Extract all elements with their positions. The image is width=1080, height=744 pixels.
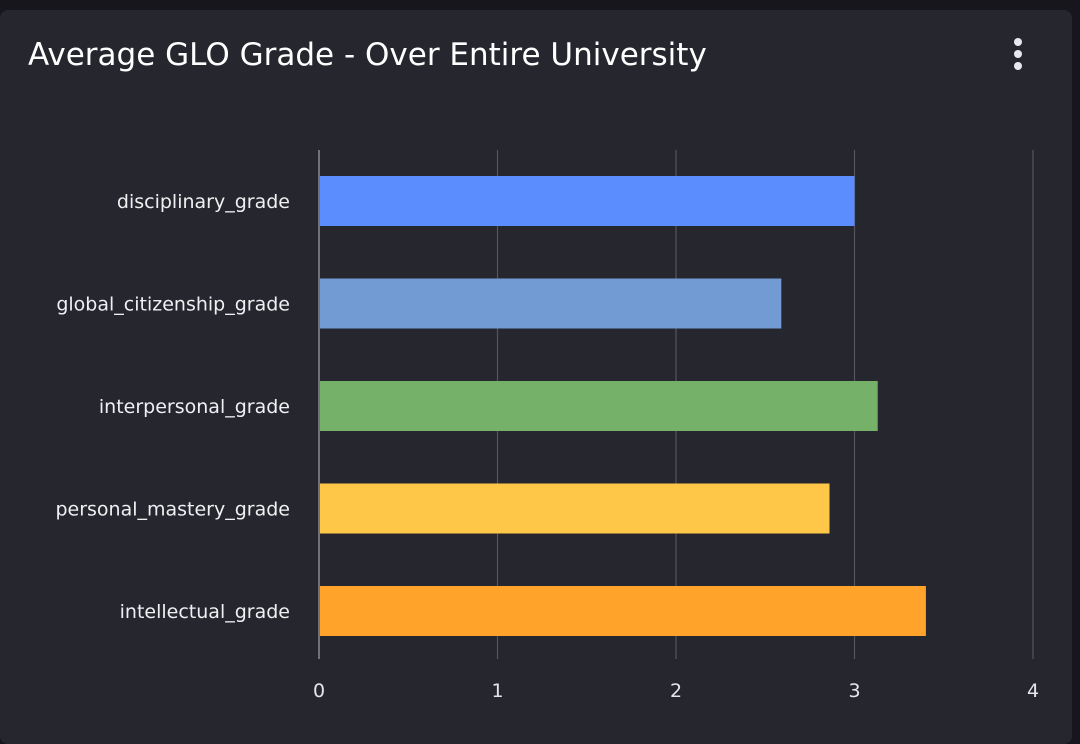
- x-tick-label: 0: [313, 680, 325, 702]
- x-tick-label: 1: [491, 680, 503, 702]
- more-vertical-icon: [1014, 38, 1022, 70]
- more-options-button[interactable]: [1004, 36, 1032, 76]
- x-tick-label: 3: [848, 680, 860, 702]
- x-tick-label: 2: [670, 680, 682, 702]
- chart-title: Average GLO Grade - Over Entire Universi…: [28, 37, 707, 73]
- bar-disciplinary_grade[interactable]: [320, 176, 855, 226]
- category-label: interpersonal_grade: [99, 396, 290, 418]
- category-label: global_citizenship_grade: [56, 294, 290, 316]
- x-tick-label: 4: [1027, 680, 1039, 702]
- bar-interpersonal_grade[interactable]: [320, 381, 878, 431]
- category-label: personal_mastery_grade: [55, 499, 290, 521]
- category-label: intellectual_grade: [120, 601, 290, 623]
- category-label: disciplinary_grade: [117, 191, 290, 213]
- bar-intellectual_grade[interactable]: [320, 586, 926, 636]
- bar-personal_mastery_grade[interactable]: [320, 483, 830, 534]
- bar-global_citizenship_grade[interactable]: [320, 278, 782, 329]
